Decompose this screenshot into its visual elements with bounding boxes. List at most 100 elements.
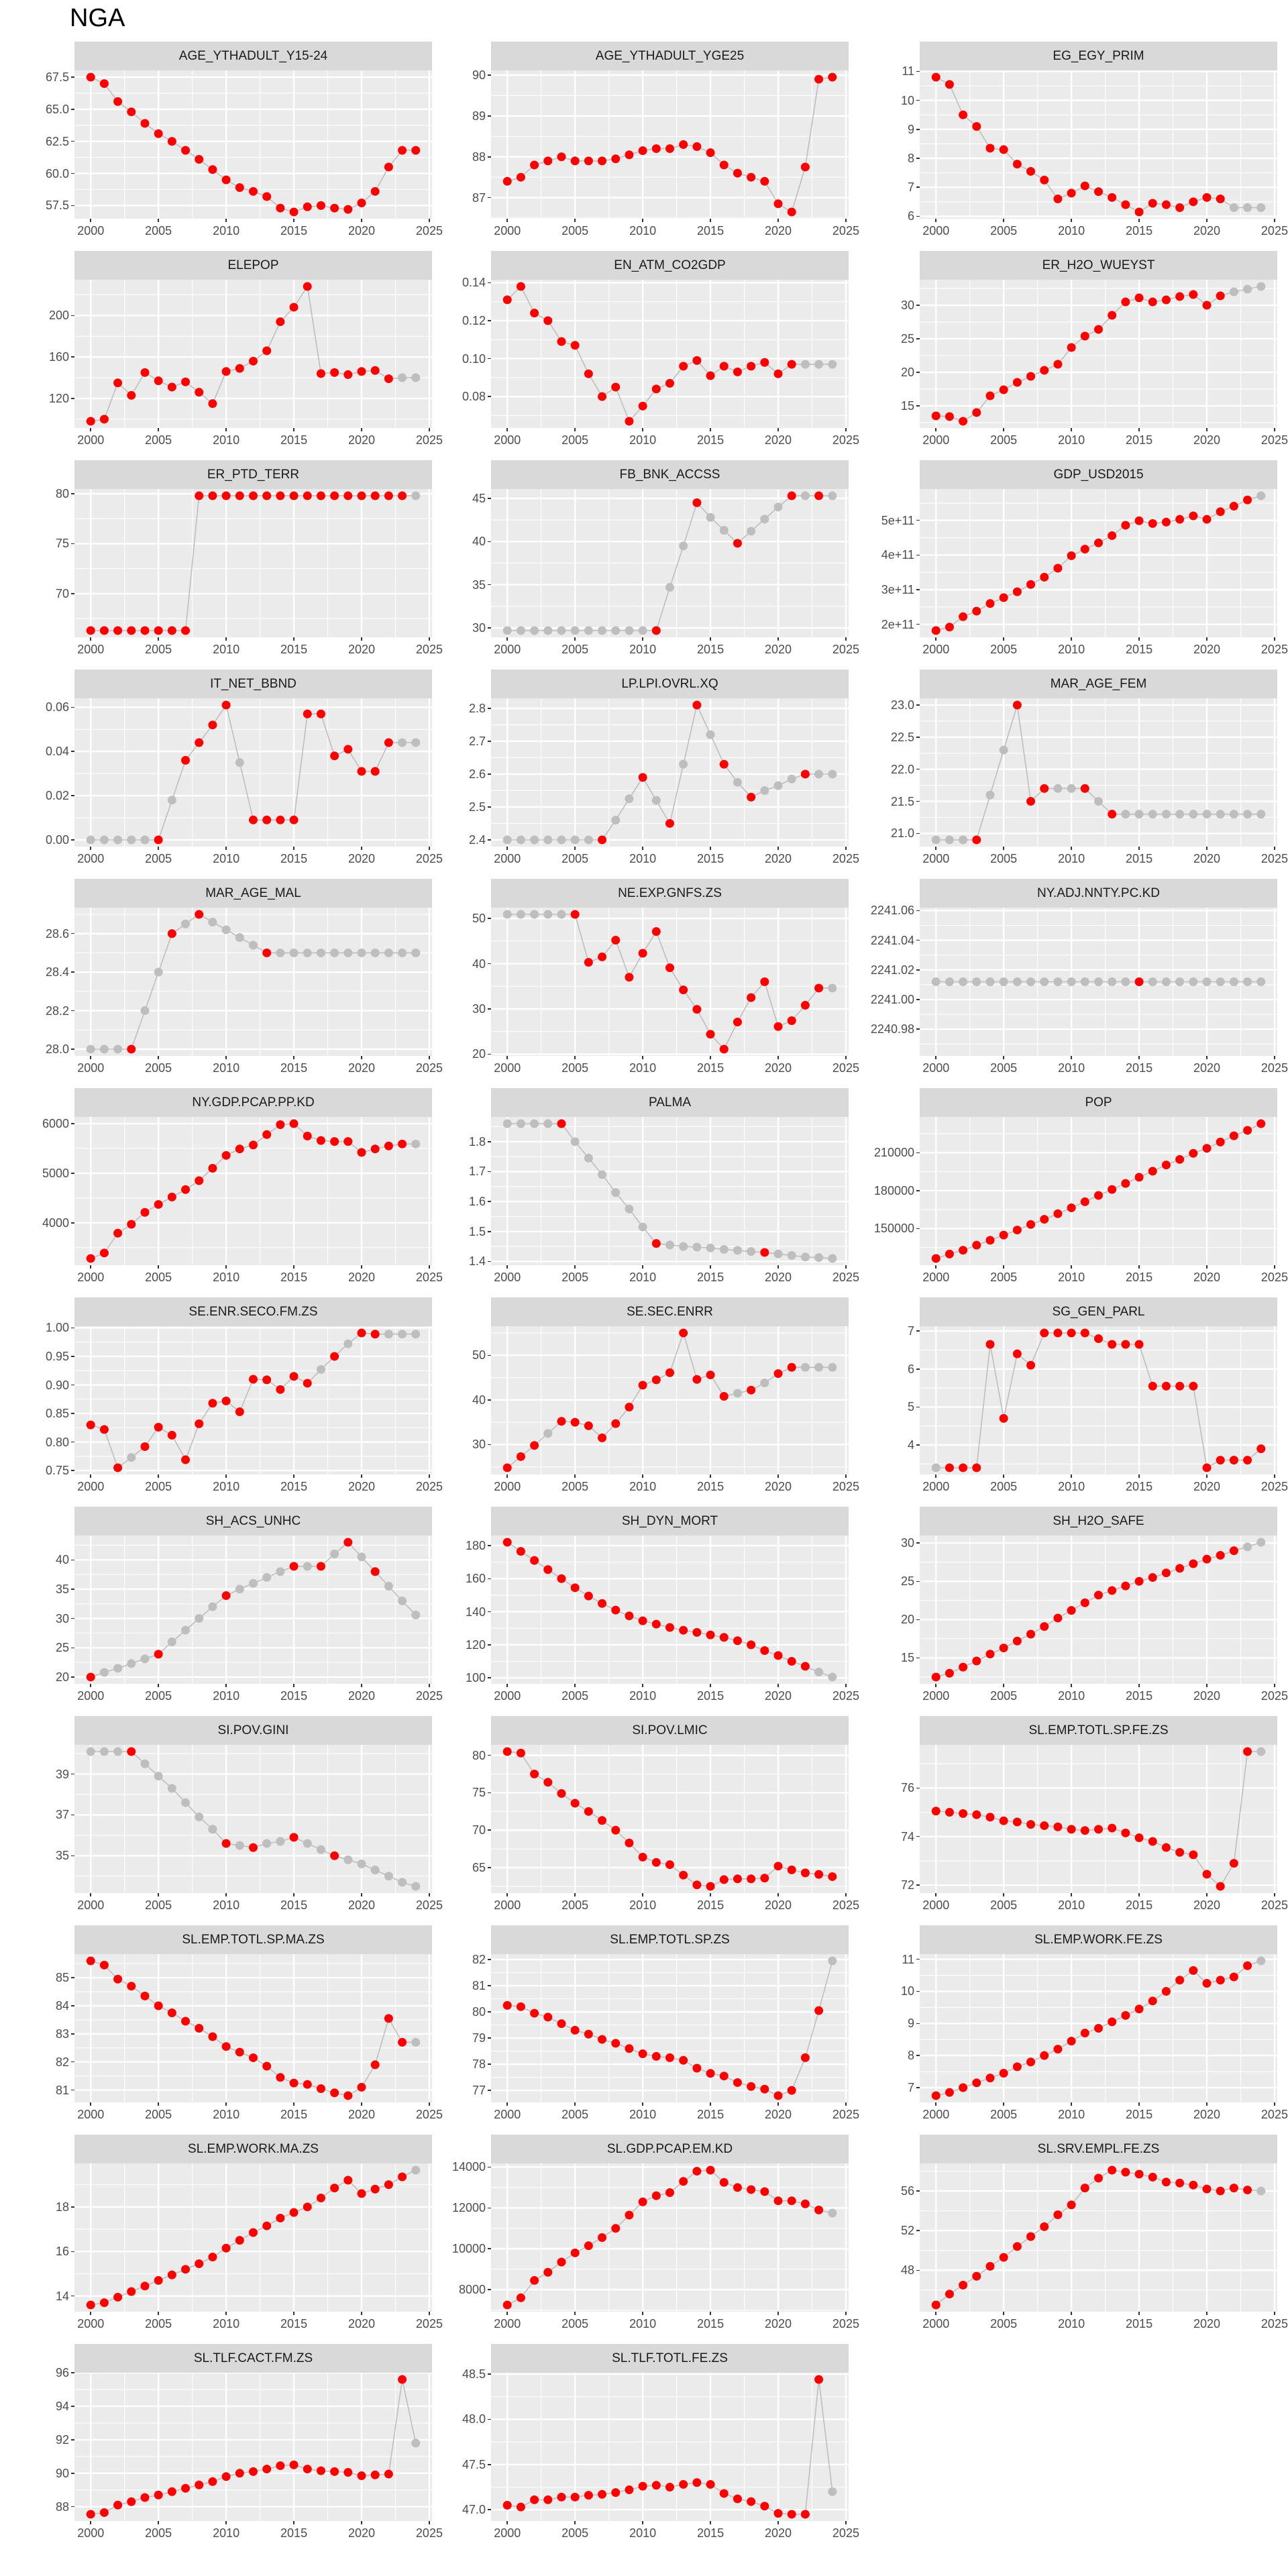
observed-data-point	[1216, 1976, 1225, 1985]
y-tick-label: 4000	[42, 1216, 69, 1230]
imputed-data-point	[411, 491, 421, 500]
x-tick-mark	[158, 428, 159, 431]
observed-data-point	[1080, 2029, 1089, 2038]
observed-data-point	[1108, 1185, 1117, 1194]
observed-data-point	[570, 156, 580, 166]
imputed-data-point	[1229, 977, 1238, 986]
observed-data-point	[814, 2375, 824, 2384]
x-tick-label: 2000	[922, 1480, 950, 1493]
x-tick-label: 2010	[1058, 2317, 1085, 2330]
y-tick-mark	[71, 109, 74, 110]
x-tick-mark	[90, 2521, 91, 2524]
observed-data-point	[611, 935, 621, 945]
imputed-data-point	[530, 626, 539, 635]
imputed-data-point	[1256, 282, 1266, 291]
y-tick-label: 6	[907, 1362, 914, 1376]
y-tick-label: 4e+11	[881, 548, 914, 562]
observed-data-point	[945, 1249, 954, 1258]
imputed-data-point	[625, 794, 634, 804]
x-tick-label: 2010	[1058, 852, 1085, 865]
facet-strip-title: NE.EXP.GNFS.ZS	[491, 879, 849, 908]
observed-data-point	[127, 1747, 136, 1756]
x-tick-label: 2020	[764, 2317, 792, 2330]
observed-data-point	[370, 366, 380, 375]
panel-background	[491, 2373, 849, 2521]
observed-data-point	[289, 491, 299, 500]
x-tick-mark	[1274, 1684, 1275, 1687]
observed-data-point	[113, 1463, 123, 1472]
observed-data-point	[1012, 1636, 1022, 1646]
observed-data-point	[959, 1246, 968, 1255]
x-tick-label: 2020	[347, 1480, 376, 1493]
x-tick-label: 2025	[832, 852, 859, 865]
observed-data-point	[516, 2293, 525, 2302]
y-tick-mark	[488, 1959, 491, 1960]
imputed-data-point	[127, 1453, 136, 1462]
observed-data-point	[611, 1419, 621, 1428]
x-tick-label: 2025	[832, 1480, 859, 1493]
imputed-data-point	[1026, 977, 1036, 986]
y-tick-mark	[71, 315, 74, 317]
y-tick-mark	[71, 2473, 74, 2474]
x-tick-label: 2020	[764, 1061, 792, 1075]
observed-data-point	[1229, 1859, 1238, 1868]
observed-data-point	[1148, 199, 1157, 208]
observed-data-point	[1202, 1979, 1212, 1988]
observed-data-point	[787, 207, 796, 217]
x-tick-mark	[1071, 847, 1072, 850]
y-tick-mark	[488, 963, 491, 965]
observed-data-point	[665, 144, 674, 154]
observed-data-point	[598, 1816, 607, 1825]
observed-data-point	[651, 2191, 661, 2200]
x-tick-label: 2015	[1126, 1271, 1153, 1284]
observed-data-point	[221, 2243, 231, 2253]
y-tick-label: 2241.00	[870, 993, 914, 1007]
y-tick-label: 28.6	[45, 926, 69, 941]
observed-data-point	[249, 2467, 258, 2476]
x-tick-label: 2000	[922, 1689, 950, 1703]
x-tick-mark	[710, 1056, 711, 1059]
x-tick-label: 2015	[280, 852, 308, 865]
y-tick-label: 79	[472, 2031, 486, 2045]
x-tick-label: 2020	[347, 433, 376, 447]
observed-data-point	[638, 773, 647, 782]
x-tick-mark	[361, 1056, 362, 1059]
imputed-data-point	[411, 2438, 421, 2448]
observed-data-point	[357, 1328, 366, 1338]
y-tick-mark	[916, 910, 920, 912]
observed-data-point	[357, 491, 366, 500]
observed-data-point	[1067, 343, 1076, 352]
imputed-data-point	[411, 738, 421, 747]
observed-data-point	[1148, 1837, 1157, 1846]
observed-data-point	[276, 203, 285, 213]
observed-data-point	[1121, 1581, 1130, 1591]
observed-data-point	[679, 1870, 688, 1880]
observed-data-point	[719, 1633, 729, 1642]
x-tick-label: 2010	[629, 433, 657, 447]
y-tick-mark	[71, 1356, 74, 1357]
imputed-data-point	[570, 835, 580, 845]
observed-data-point	[1121, 1828, 1130, 1837]
observed-data-point	[1189, 290, 1198, 299]
panel-background	[920, 1326, 1277, 1474]
observed-data-point	[719, 1044, 729, 1054]
observed-data-point	[1067, 1825, 1076, 1834]
observed-data-point	[86, 1672, 95, 1682]
observed-data-point	[303, 2465, 312, 2474]
x-tick-label: 2000	[494, 852, 521, 865]
observed-data-point	[800, 769, 810, 779]
imputed-data-point	[1202, 977, 1212, 986]
x-tick-mark	[845, 1265, 847, 1269]
observed-data-point	[945, 2290, 954, 2299]
observed-data-point	[665, 2188, 674, 2198]
x-tick-label: 2025	[1260, 852, 1288, 865]
y-tick-mark	[488, 2509, 491, 2510]
observed-data-point	[1161, 517, 1171, 527]
observed-data-point	[1094, 1334, 1103, 1344]
observed-data-point	[1161, 1843, 1171, 1852]
x-tick-label: 2025	[1260, 1898, 1288, 1912]
observed-data-point	[370, 1330, 380, 1339]
observed-data-point	[625, 417, 634, 426]
x-tick-mark	[845, 2312, 847, 2315]
x-tick-mark	[158, 1056, 159, 1059]
